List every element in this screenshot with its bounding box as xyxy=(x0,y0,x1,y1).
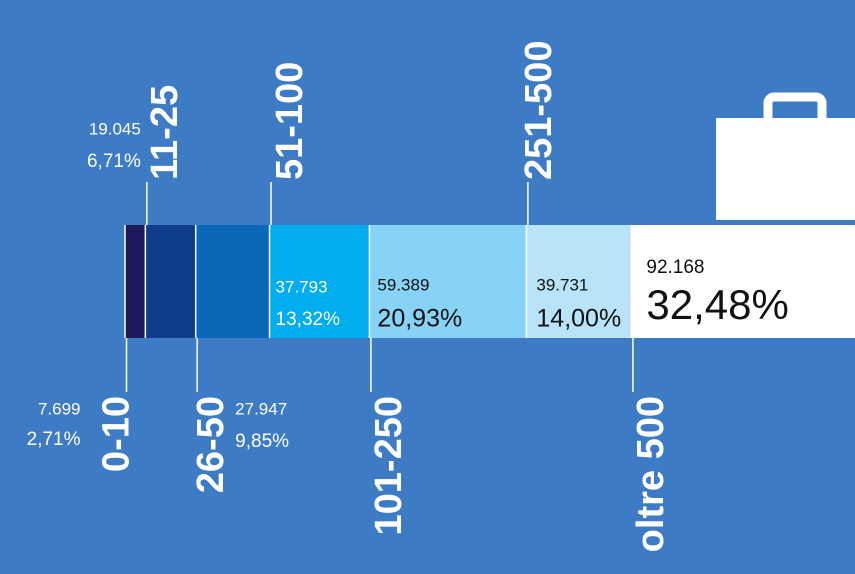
bar-segment xyxy=(125,225,146,338)
percentage-label: 20,93% xyxy=(377,305,462,333)
category-label: 11-25 xyxy=(144,85,186,180)
count-label: 92.168 xyxy=(646,257,704,278)
category-label: 251-500 xyxy=(518,41,560,180)
category-label: 26-50 xyxy=(190,396,232,493)
percentage-label: 6,71% xyxy=(87,151,141,172)
category-label: oltre 500 xyxy=(630,396,672,552)
percentage-label: 9,85% xyxy=(235,431,289,452)
bar-segment xyxy=(145,225,196,338)
count-label: 37.793 xyxy=(276,277,328,296)
briefcase-body xyxy=(716,118,855,220)
percentage-label: 13,32% xyxy=(276,309,341,330)
count-label: 7.699 xyxy=(38,399,81,418)
bar-segment xyxy=(195,225,270,338)
count-label: 39.731 xyxy=(536,275,588,294)
bar-segment xyxy=(631,225,855,338)
briefcase-icon xyxy=(716,92,855,220)
bar-segment xyxy=(269,225,370,338)
bar-segment xyxy=(526,225,632,338)
count-label: 19.045 xyxy=(89,119,141,138)
bar-segment xyxy=(369,225,527,338)
percentage-label: 2,71% xyxy=(27,429,81,450)
percentage-label: 32,48% xyxy=(646,281,788,328)
percentage-label: 14,00% xyxy=(536,305,621,333)
category-label: 0-10 xyxy=(96,396,138,472)
count-label: 59.389 xyxy=(377,275,429,294)
count-label: 27.947 xyxy=(235,399,287,418)
category-label: 51-100 xyxy=(269,62,311,180)
category-label: 101-250 xyxy=(368,396,410,535)
